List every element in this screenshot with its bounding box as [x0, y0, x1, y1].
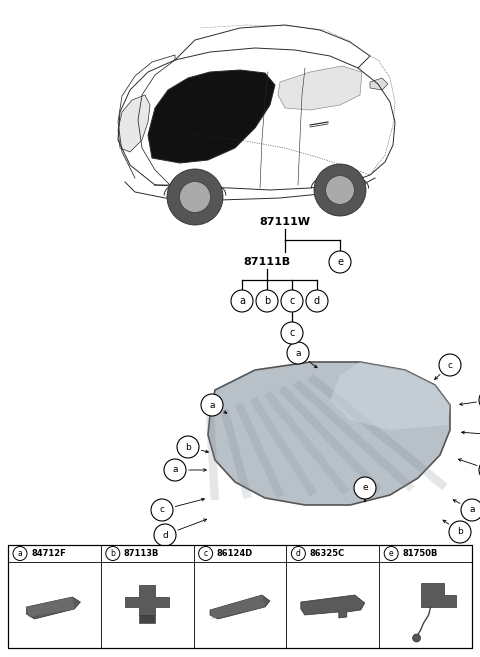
- Bar: [8, 545, 472, 648]
- Circle shape: [329, 251, 351, 273]
- Text: d: d: [162, 530, 168, 539]
- Bar: [139, 615, 155, 623]
- Text: a: a: [239, 296, 245, 306]
- Text: 87111W: 87111W: [260, 217, 311, 227]
- Circle shape: [199, 547, 213, 560]
- Polygon shape: [420, 583, 456, 607]
- Text: 86325C: 86325C: [310, 549, 345, 558]
- Text: d: d: [296, 549, 301, 558]
- Circle shape: [201, 394, 223, 416]
- Circle shape: [13, 547, 27, 560]
- Circle shape: [461, 499, 480, 521]
- Text: c: c: [447, 361, 453, 369]
- Text: a: a: [18, 549, 23, 558]
- Polygon shape: [210, 595, 270, 619]
- Text: a: a: [209, 401, 215, 409]
- Circle shape: [354, 477, 376, 499]
- Text: 87111B: 87111B: [243, 257, 290, 267]
- Polygon shape: [208, 362, 450, 505]
- Bar: [8, 545, 472, 648]
- Text: 86124D: 86124D: [216, 549, 253, 558]
- Circle shape: [154, 524, 176, 546]
- Circle shape: [306, 290, 328, 312]
- Text: a: a: [469, 505, 475, 514]
- Text: 84712F: 84712F: [31, 549, 66, 558]
- Circle shape: [151, 499, 173, 521]
- Text: a: a: [295, 348, 301, 357]
- Text: 81750B: 81750B: [402, 549, 438, 558]
- Circle shape: [287, 342, 309, 364]
- Circle shape: [384, 547, 398, 560]
- Polygon shape: [118, 95, 150, 152]
- Text: c: c: [428, 581, 432, 589]
- Circle shape: [326, 175, 354, 204]
- Polygon shape: [210, 595, 265, 619]
- Text: b: b: [110, 549, 115, 558]
- Circle shape: [180, 181, 210, 212]
- Polygon shape: [370, 78, 388, 90]
- Text: e: e: [389, 549, 394, 558]
- Text: d: d: [314, 296, 320, 306]
- Text: b: b: [457, 528, 463, 537]
- Text: b: b: [185, 443, 191, 451]
- Circle shape: [291, 547, 305, 560]
- Text: e: e: [362, 484, 368, 493]
- Circle shape: [413, 634, 420, 642]
- Text: e: e: [337, 257, 343, 267]
- Circle shape: [217, 559, 239, 581]
- Circle shape: [281, 290, 303, 312]
- Circle shape: [479, 389, 480, 411]
- Polygon shape: [26, 597, 74, 617]
- Circle shape: [106, 547, 120, 560]
- Circle shape: [167, 169, 223, 225]
- Polygon shape: [278, 66, 362, 110]
- Circle shape: [231, 290, 253, 312]
- Circle shape: [164, 459, 186, 481]
- Circle shape: [439, 354, 461, 376]
- Circle shape: [317, 577, 339, 599]
- Text: c: c: [204, 549, 208, 558]
- Text: 87113B: 87113B: [124, 549, 159, 558]
- Polygon shape: [148, 70, 275, 163]
- Polygon shape: [301, 595, 365, 618]
- Text: b: b: [264, 296, 270, 306]
- Circle shape: [419, 574, 441, 596]
- Text: c: c: [226, 566, 230, 574]
- Polygon shape: [26, 597, 81, 619]
- Polygon shape: [125, 585, 169, 615]
- Text: a: a: [172, 466, 178, 474]
- Text: c: c: [159, 505, 165, 514]
- Circle shape: [314, 164, 366, 216]
- Text: c: c: [289, 296, 295, 306]
- Circle shape: [177, 436, 199, 458]
- Circle shape: [449, 521, 471, 543]
- Circle shape: [479, 459, 480, 481]
- Text: d: d: [325, 583, 331, 593]
- Circle shape: [281, 322, 303, 344]
- Polygon shape: [330, 362, 450, 430]
- Text: c: c: [289, 328, 295, 338]
- Circle shape: [256, 290, 278, 312]
